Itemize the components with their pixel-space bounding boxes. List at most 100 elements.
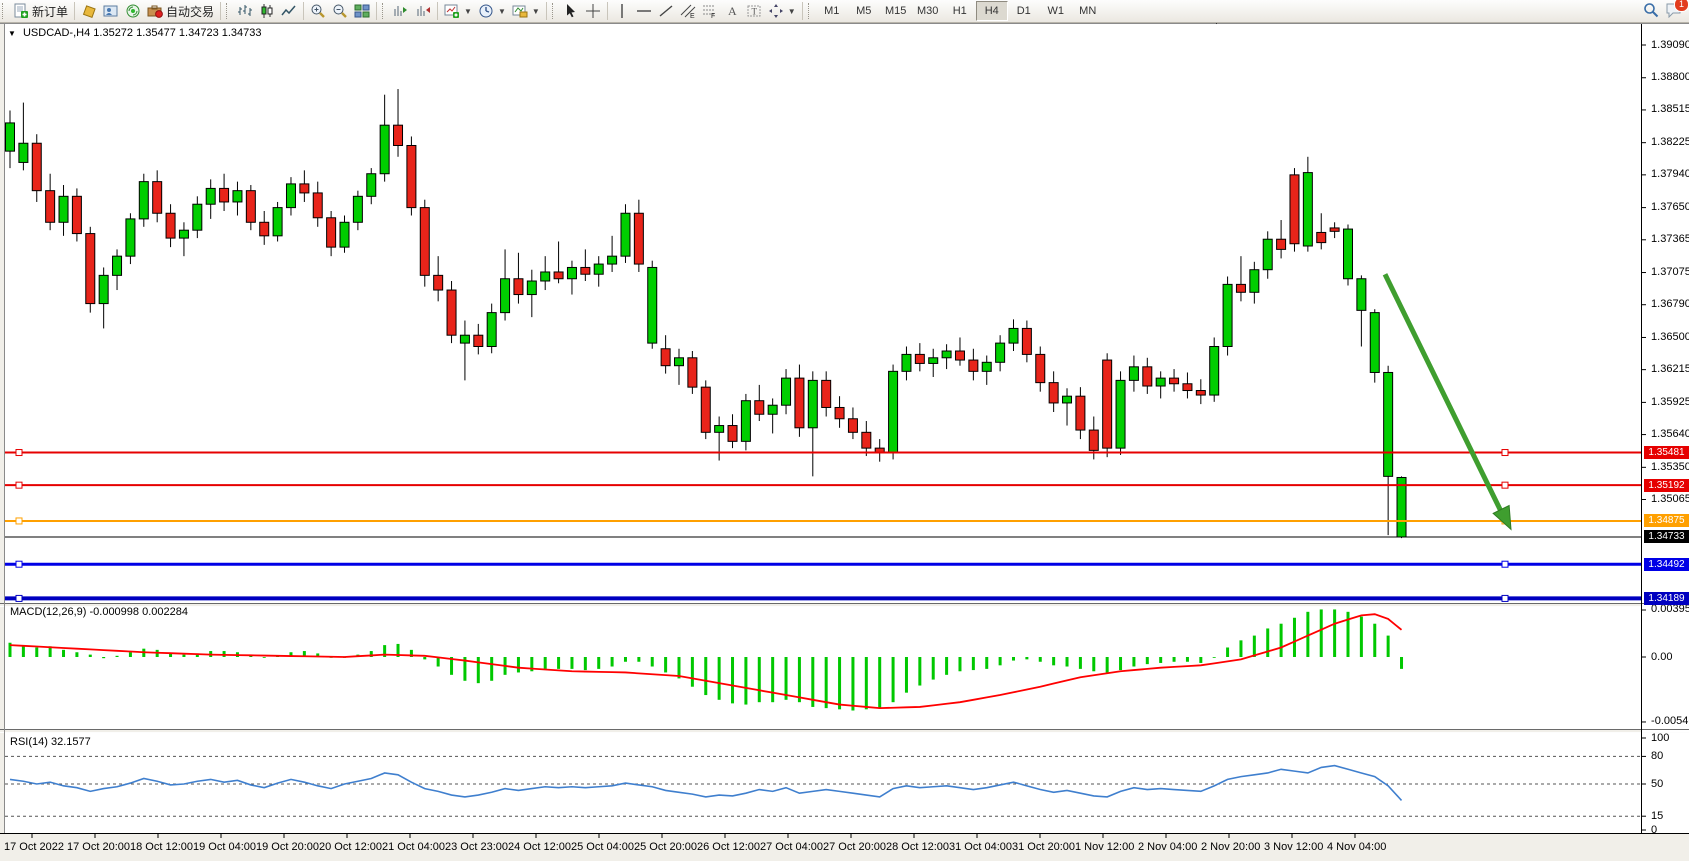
bar-chart-button[interactable] — [234, 1, 256, 21]
mql-editor-button[interactable] — [78, 1, 100, 21]
timeframe-button-M30[interactable]: M30 — [917, 5, 939, 17]
separator — [376, 2, 378, 20]
separator — [303, 2, 305, 20]
cursor-tool-button[interactable] — [560, 1, 582, 21]
arrows-tool-button[interactable]: ▼ — [765, 1, 799, 21]
notification-badge: 1 — [1674, 0, 1689, 12]
price-axis-tick: 1.37650 — [1648, 201, 1689, 214]
price-axis-tick: 1.35640 — [1648, 428, 1689, 441]
rsi-axis-tick: 80 — [1648, 749, 1664, 762]
macd-signal-line — [9, 613, 1403, 710]
time-axis-label: 24 Oct 12:00 — [508, 841, 571, 853]
timeframe-button-D1[interactable]: D1 — [1016, 5, 1031, 17]
new-chart-icon — [444, 3, 460, 19]
chart-autoscroll-button[interactable] — [412, 1, 434, 21]
price-axis-tick: 1.36500 — [1648, 330, 1689, 343]
horizontal-lines — [5, 449, 1641, 602]
crosshair-tool-button[interactable] — [582, 1, 604, 21]
hline-price-label: 1.34875 — [1644, 514, 1689, 528]
mql-editor-icon — [81, 3, 97, 19]
time-axis-label: 2 Nov 04:00 — [1138, 841, 1198, 853]
macd-axis-tick: -0.005464 — [1651, 715, 1689, 728]
terminal-button[interactable] — [100, 1, 122, 21]
timeframe-button-H1[interactable]: H1 — [952, 5, 967, 17]
chevron-down-icon: ▼ — [787, 6, 796, 16]
tile-windows-icon — [354, 3, 370, 19]
time-axis-label: 17 Oct 2022 — [4, 841, 64, 853]
timeframe-button-M1[interactable]: M1 — [824, 5, 840, 17]
signals-button[interactable] — [122, 1, 144, 21]
rsi-pane[interactable] — [5, 733, 1641, 833]
separator — [220, 2, 222, 20]
separator — [606, 2, 608, 20]
new-chart-button[interactable]: ▼ — [441, 1, 475, 21]
new-order-button[interactable]: 新订单 — [10, 1, 71, 21]
price-axis-tick: 1.35350 — [1648, 460, 1689, 473]
chart-shift-button[interactable] — [390, 1, 412, 21]
new-order-icon — [13, 3, 29, 19]
equidistant-channel-tool-button[interactable]: E — [677, 1, 699, 21]
timeframe-button-W1[interactable]: W1 — [1047, 5, 1064, 17]
zoom-in-icon — [310, 3, 326, 19]
price-axis-tick: 1.38225 — [1648, 136, 1689, 149]
autotrading-button[interactable]: 自动交易 — [144, 1, 217, 21]
hline-price-label: 1.35192 — [1644, 478, 1689, 492]
price-axis-tick: 1.36215 — [1648, 363, 1689, 376]
timeframe-button-M5[interactable]: M5 — [856, 5, 872, 17]
periods-button[interactable]: ▼ — [475, 1, 509, 21]
rsi-axis-tick: 50 — [1648, 777, 1664, 790]
time-axis-label: 19 Oct 20:00 — [256, 841, 319, 853]
templates-button[interactable]: ▼ — [509, 1, 543, 21]
time-axis-label: 28 Oct 12:00 — [886, 841, 949, 853]
zoom-out-button[interactable] — [329, 1, 351, 21]
search-icon[interactable] — [1643, 2, 1659, 21]
terminal-icon — [103, 3, 119, 19]
text-tool-button[interactable]: A — [721, 1, 743, 21]
price-axis-tick: 1.35925 — [1648, 395, 1689, 408]
rsi-axis-tick: 100 — [1648, 731, 1670, 744]
horizontal-line-icon — [636, 3, 652, 19]
svg-text:T: T — [751, 7, 757, 17]
horizontal-line-tool-button[interactable] — [633, 1, 655, 21]
time-axis-label: 27 Oct 20:00 — [823, 841, 886, 853]
separator — [801, 2, 803, 20]
autotrading-icon — [147, 3, 163, 19]
chevron-down-icon: ▼ — [497, 6, 506, 16]
separator — [74, 2, 76, 20]
timeframe-button-H4[interactable]: H4 — [975, 1, 1008, 21]
separator — [545, 2, 547, 20]
main-chart-pane[interactable] — [5, 24, 1641, 603]
trend-arrow-annotation[interactable] — [1382, 273, 1512, 531]
line-chart-button[interactable] — [278, 1, 300, 21]
new-order-label: 新订单 — [32, 4, 69, 19]
vertical-line-tool-button[interactable] — [611, 1, 633, 21]
candlestick-chart-button[interactable] — [256, 1, 278, 21]
time-axis-label: 3 Nov 12:00 — [1264, 841, 1324, 853]
price-axis-tick: 1.37075 — [1648, 266, 1689, 279]
trendline-icon — [658, 3, 674, 19]
toolbar-grip — [807, 3, 812, 19]
timeframe-button-M15[interactable]: M15 — [885, 5, 907, 17]
timeframe-button-MN[interactable]: MN — [1079, 5, 1097, 17]
chat-button[interactable]: 1 — [1665, 0, 1689, 21]
timeframe-group: M1 M5 M15 M30 H1 H4 D1 W1 MN — [816, 1, 1104, 21]
text-label-tool-button[interactable]: T — [743, 1, 765, 21]
templates-icon — [512, 3, 528, 19]
line-chart-icon — [281, 3, 297, 19]
time-axis-label: 18 Oct 12:00 — [130, 841, 193, 853]
arrows-icon — [768, 3, 784, 19]
hline-price-label: 1.35481 — [1644, 446, 1689, 460]
chart-autoscroll-icon — [415, 3, 431, 19]
fibonacci-tool-button[interactable]: F — [699, 1, 721, 21]
macd-histogram — [8, 609, 1404, 711]
trendline-tool-button[interactable] — [655, 1, 677, 21]
text-icon: A — [724, 3, 740, 19]
macd-pane[interactable] — [5, 607, 1641, 729]
zoom-in-button[interactable] — [307, 1, 329, 21]
tile-windows-button[interactable] — [351, 1, 373, 21]
price-axis-tick: 1.37365 — [1648, 233, 1689, 246]
bar-chart-icon — [237, 3, 253, 19]
hline-price-label: 1.34189 — [1644, 591, 1689, 605]
svg-text:E: E — [690, 13, 695, 19]
